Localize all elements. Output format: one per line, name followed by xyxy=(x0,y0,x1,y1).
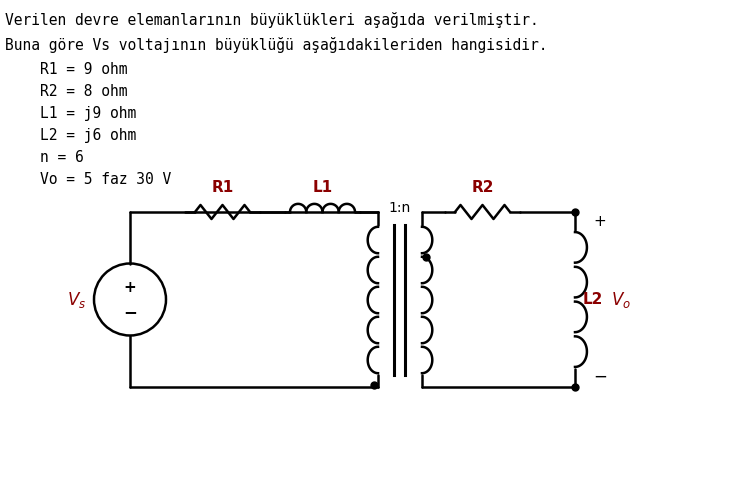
Text: −: − xyxy=(123,304,137,322)
Text: 1:n: 1:n xyxy=(389,201,411,215)
Text: Buna göre Vs voltajının büyüklüğü aşağıdakileriden hangisidir.: Buna göre Vs voltajının büyüklüğü aşağıd… xyxy=(5,37,548,53)
Text: L2: L2 xyxy=(583,292,603,307)
Text: Vo = 5 faz 30 V: Vo = 5 faz 30 V xyxy=(5,172,171,187)
Text: R2 = 8 ohm: R2 = 8 ohm xyxy=(5,84,127,99)
Text: R1 = 9 ohm: R1 = 9 ohm xyxy=(5,62,127,77)
Text: +: + xyxy=(124,280,136,295)
Text: +: + xyxy=(594,215,606,230)
Text: L1 = j9 ohm: L1 = j9 ohm xyxy=(5,106,136,121)
Text: $V_s$: $V_s$ xyxy=(67,289,86,310)
Text: R2: R2 xyxy=(471,180,494,195)
Text: L2 = j6 ohm: L2 = j6 ohm xyxy=(5,128,136,143)
Text: Verilen devre elemanlarının büyüklükleri aşağıda verilmiştir.: Verilen devre elemanlarının büyüklükleri… xyxy=(5,12,539,28)
Text: $V_o$: $V_o$ xyxy=(611,289,631,310)
Text: R1: R1 xyxy=(211,180,234,195)
Text: n = 6: n = 6 xyxy=(5,150,84,165)
Text: −: − xyxy=(593,368,607,386)
Text: L1: L1 xyxy=(312,180,333,195)
